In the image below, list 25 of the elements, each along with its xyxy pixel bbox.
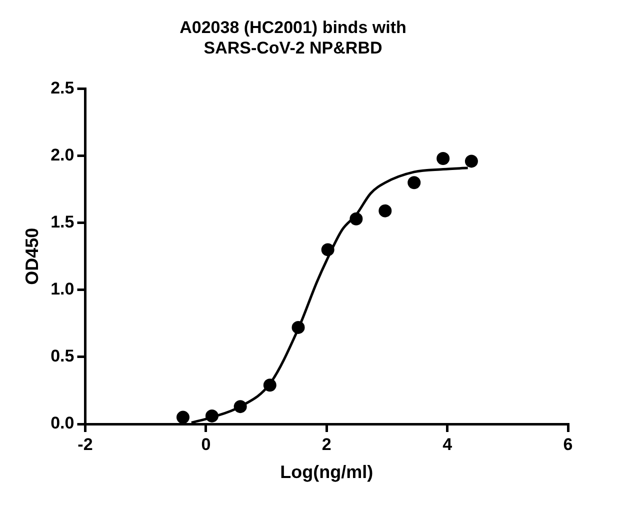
x-tick-label: 0 [201,434,211,454]
point [436,152,450,166]
point [205,409,218,422]
x-tick-label: 2 [322,434,332,454]
point [263,378,276,392]
y-tick-label: 2.5 [50,78,74,98]
x-tick-label: 4 [442,434,453,454]
x-axis-title: Log(ng/ml) [280,462,374,482]
point [292,320,305,334]
point [321,243,334,256]
y-tick-label: 2.0 [50,146,74,165]
y-tick-label: 0.5 [50,346,74,366]
point [350,212,363,226]
chart-title: A02038 (HC2001) binds with SARS-CoV-2 NP&RBD [180,18,406,58]
point [408,176,421,190]
y-tick-label: 1.5 [50,212,74,232]
point [464,154,478,168]
y-tick-label: 1.0 [50,280,74,299]
point [234,400,247,414]
point [378,204,392,218]
y-axis-title: OD450 [22,228,42,285]
x-tick-label: -2 [78,434,93,454]
y-tick-label: 0.0 [50,414,74,433]
point [176,410,190,424]
x-tick-label: 6 [563,434,573,454]
